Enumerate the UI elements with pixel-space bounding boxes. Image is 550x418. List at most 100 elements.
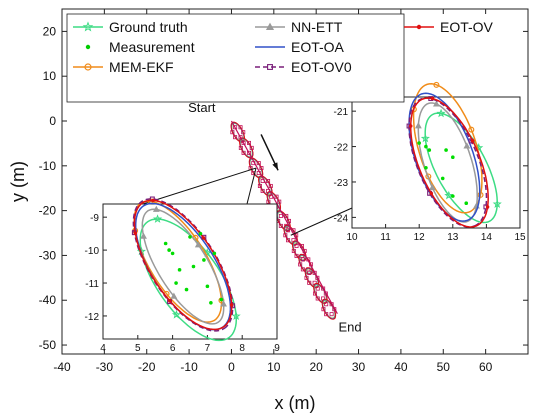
- y-tick-label: -40: [39, 293, 57, 307]
- measurement-point: [444, 148, 448, 152]
- inset-x-tick-label: 13: [447, 232, 459, 243]
- track-marker: [286, 228, 291, 233]
- inset-ellipse-eot-ov: [133, 199, 233, 331]
- inset-x-tick-label: 14: [481, 232, 493, 243]
- track-marker: [230, 130, 235, 135]
- track-marker: [324, 312, 329, 317]
- inset-series-marker: [229, 303, 234, 307]
- inset-x-tick-label: 5: [135, 343, 141, 354]
- track-ellipse: [283, 224, 299, 246]
- measurement-point: [451, 155, 455, 159]
- inset-ellipse-nn-ett: [141, 208, 225, 325]
- inset-series-marker: [433, 100, 440, 107]
- legend-entry-measurement: Measurement: [85, 39, 195, 55]
- measurement-point: [212, 251, 217, 256]
- track-ellipse: [248, 157, 264, 179]
- inset-x-tick-label: 4: [100, 343, 106, 354]
- track-marker: [278, 213, 283, 218]
- measurement-point: [184, 287, 189, 292]
- x-axis-label: x (m): [275, 393, 316, 413]
- track-marker: [300, 267, 305, 272]
- track-marker: [315, 286, 320, 291]
- inset-series-marker: [168, 299, 172, 303]
- inset-series-marker: [429, 191, 434, 196]
- arrow-head: [272, 162, 279, 171]
- inset-y-tick-label: -11: [85, 279, 99, 290]
- inset-x-tick-label: 11: [380, 232, 391, 243]
- inset-series-marker: [194, 241, 202, 248]
- track-marker: [324, 302, 329, 307]
- measurement-point: [170, 251, 175, 256]
- track-marker: [284, 213, 289, 218]
- x-tick-label: 30: [352, 360, 366, 374]
- track-marker: [238, 145, 243, 150]
- y-tick-label: -10: [39, 159, 57, 173]
- inset-y-tick-label: -12: [85, 312, 100, 323]
- track-marker: [294, 253, 299, 258]
- legend-marker: [265, 22, 275, 30]
- measurement-point: [427, 148, 432, 152]
- measurement-point: [188, 235, 192, 239]
- inset-series-marker: [436, 108, 446, 118]
- track-marker: [266, 179, 271, 184]
- legend-entry-eot-ov: EOT-OV: [404, 19, 494, 35]
- inset-ellipse-eot-ov: [409, 97, 489, 228]
- trajectory-line: [230, 120, 338, 314]
- track-marker: [257, 183, 262, 188]
- track-marker: [277, 199, 282, 204]
- measurement-point: [209, 300, 213, 305]
- inset-connector: [290, 207, 353, 236]
- inset-y-tick-label: -23: [334, 178, 349, 189]
- legend-label: EOT-OV0: [291, 59, 352, 75]
- inset-y-tick-label: -9: [90, 213, 99, 224]
- inset-series-marker: [420, 133, 430, 143]
- measurement-point: [163, 241, 168, 246]
- legend-label: NN-ETT: [291, 19, 343, 35]
- track-marker: [260, 188, 265, 193]
- legend-entry-nn-ett: NN-ETT: [255, 19, 343, 35]
- inset-x-tick-label: 15: [514, 232, 526, 243]
- track-ellipse: [313, 282, 328, 305]
- inset-x-tick-label: 9: [274, 343, 280, 354]
- target-track: [230, 120, 338, 320]
- track-marker: [304, 275, 309, 280]
- inset-right: 10 11 12 13 14 15 -21 -22 -23 -24: [290, 81, 526, 243]
- x-tick-label: -20: [138, 360, 156, 374]
- y-tick-label: -20: [39, 204, 57, 218]
- annotation-start: Start: [188, 100, 216, 115]
- track-marker: [249, 145, 254, 150]
- inset-series-marker: [140, 232, 147, 239]
- x-tick-label: 50: [437, 360, 451, 374]
- measurement-point: [205, 284, 210, 289]
- inset-ellipse-mem-ekf: [412, 83, 483, 214]
- legend-label: Ground truth: [109, 19, 188, 35]
- inset-series-marker: [231, 311, 241, 320]
- x-tick-label: 10: [267, 360, 281, 374]
- legend-marker: [82, 21, 94, 32]
- track-ellipse: [258, 175, 273, 197]
- inset-series-marker: [201, 236, 206, 240]
- track-marker: [241, 130, 246, 135]
- x-tick-label: 20: [310, 360, 324, 374]
- track-marker: [268, 183, 273, 188]
- track-ellipse: [304, 267, 320, 289]
- inset-y-tick-label: -21: [334, 107, 349, 118]
- track-marker: [286, 218, 291, 223]
- track-marker: [307, 270, 312, 275]
- x-tick-label: -40: [53, 360, 71, 374]
- inset-series-marker: [492, 199, 502, 208]
- inset-x-tick-label: 10: [346, 232, 358, 243]
- track-marker: [286, 238, 291, 243]
- track-marker: [307, 280, 312, 285]
- legend-frame: [66, 13, 405, 103]
- measurement-point: [424, 166, 428, 170]
- inset-series-marker: [485, 205, 490, 209]
- inset-series-marker: [414, 122, 422, 129]
- x-tick-label: 0: [228, 360, 235, 374]
- inset-series-marker: [408, 124, 413, 128]
- track-marker: [278, 223, 283, 228]
- measurement-point: [177, 268, 182, 272]
- track-marker: [294, 243, 299, 248]
- inset-series-marker: [477, 191, 484, 198]
- inset-y-tick-label: -22: [334, 143, 349, 154]
